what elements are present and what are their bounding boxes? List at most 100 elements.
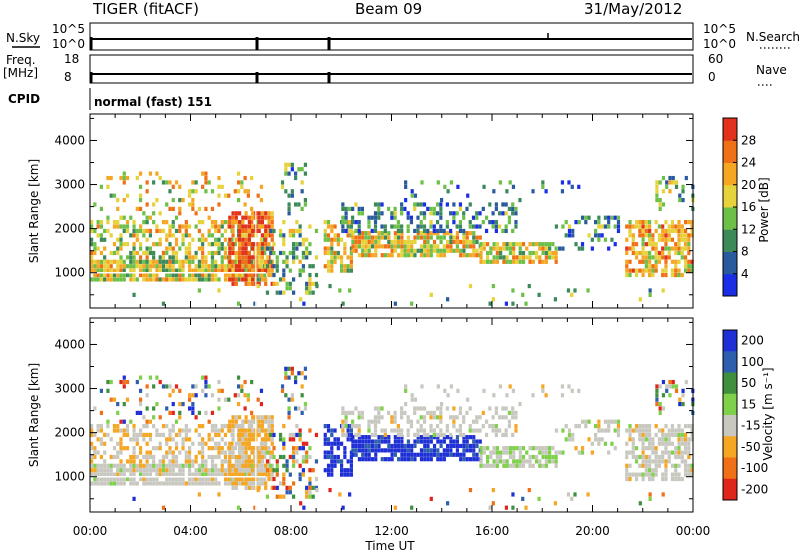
power-cell: [674, 180, 679, 185]
power-cell: [491, 224, 495, 229]
velocity-cell: [210, 393, 215, 398]
power-cell: [90, 250, 94, 256]
power-cell: [478, 253, 482, 258]
power-cell: [370, 228, 374, 234]
power-cell: [187, 224, 192, 229]
power-cell: [301, 237, 306, 242]
velocity-cell: [308, 476, 312, 482]
velocity-cell: [214, 424, 218, 429]
power-cell: [236, 189, 241, 194]
nsearch-tick-top: 10^5: [703, 22, 736, 36]
power-cell: [564, 220, 568, 225]
power-cell: [178, 264, 182, 269]
power-cell: [393, 239, 397, 245]
velocity-cell: [201, 375, 205, 380]
power-cell: [260, 224, 265, 229]
velocity-cell: [648, 468, 652, 473]
velocity-cell: [231, 437, 235, 442]
velocity-cell: [161, 505, 166, 510]
power-cell: [419, 253, 424, 258]
power-cell: [201, 237, 205, 242]
velocity-cell: [231, 419, 235, 424]
velocity-cell: [263, 476, 267, 482]
power-cell: [272, 264, 276, 269]
power-cell: [158, 242, 162, 247]
power-cell: [138, 228, 143, 234]
velocity-cell: [690, 424, 694, 429]
power-cell: [580, 215, 585, 220]
power-cell: [197, 268, 201, 273]
power-cell: [174, 242, 179, 247]
power-cell: [644, 264, 648, 269]
power-cell: [357, 224, 361, 229]
power-cell: [346, 224, 350, 229]
velocity-cell: [472, 448, 476, 453]
velocity-cell: [651, 450, 655, 455]
velocity-cell: [231, 424, 235, 429]
velocity-cell: [429, 439, 433, 444]
velocity-cell: [223, 441, 228, 446]
power-cell: [301, 250, 306, 256]
velocity-cell: [129, 472, 133, 477]
power-cell: [295, 255, 299, 260]
power-cell: [393, 235, 397, 240]
power-cell: [458, 206, 463, 211]
power-cell: [641, 272, 645, 278]
power-cell: [383, 228, 387, 234]
velocity-cell: [145, 468, 149, 473]
power-cell: [567, 233, 572, 238]
velocity-cell: [429, 428, 433, 433]
velocity-cell: [231, 481, 235, 486]
velocity-cell: [349, 437, 353, 442]
power-cell: [243, 189, 247, 194]
velocity-cell: [416, 439, 420, 444]
power-cell: [339, 264, 344, 269]
velocity-cell: [269, 463, 273, 468]
power-cell: [228, 268, 232, 273]
power-cell: [233, 259, 237, 264]
power-cell: [282, 242, 286, 247]
velocity-cell: [567, 432, 572, 438]
velocity-cell: [214, 463, 218, 468]
power-cell: [132, 292, 136, 297]
velocity-cell: [236, 384, 241, 389]
power-cell: [400, 228, 404, 234]
power-cell: [99, 264, 103, 269]
power-cell: [548, 242, 552, 247]
velocity-cell: [93, 468, 97, 473]
velocity-cell: [413, 432, 417, 438]
power-cell: [217, 288, 221, 293]
velocity-cell: [445, 424, 449, 429]
power-cell: [223, 237, 228, 242]
power-cell: [439, 197, 444, 203]
power-cell: [148, 272, 152, 278]
velocity-cell: [171, 410, 175, 415]
velocity-colorbar-frame: [722, 329, 738, 501]
velocity-cell: [426, 410, 430, 415]
power-cell: [664, 255, 668, 260]
power-cell: [674, 228, 678, 234]
power-cell: [181, 277, 185, 282]
velocity-cell: [257, 424, 261, 429]
power-cell: [234, 237, 238, 242]
velocity-cell: [109, 476, 113, 482]
power-cell: [165, 250, 169, 256]
power-cell: [187, 193, 192, 198]
power-cell: [452, 220, 456, 225]
power-cell: [178, 197, 182, 203]
velocity-cell: [449, 435, 453, 440]
power-cell: [178, 206, 182, 211]
velocity-cell: [455, 448, 460, 453]
velocity-cell: [243, 393, 247, 398]
velocity-cell: [210, 454, 215, 460]
power-cell: [634, 220, 639, 225]
velocity-cell: [458, 424, 463, 429]
velocity-cell: [178, 401, 182, 407]
power-cell: [373, 224, 378, 229]
power-cell: [201, 259, 205, 264]
velocity-cell: [479, 446, 483, 451]
velocity-cell: [495, 450, 499, 455]
power-cell: [241, 237, 245, 242]
velocity-cell: [406, 457, 411, 462]
power-cell: [264, 211, 268, 216]
